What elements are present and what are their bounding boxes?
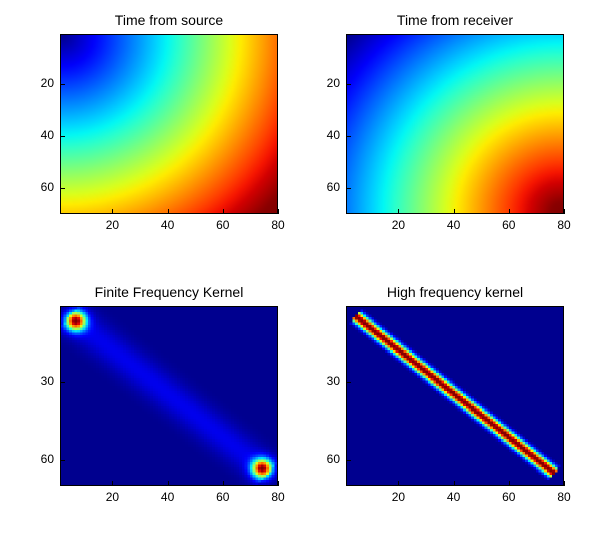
ytick-label: 30: [312, 374, 340, 388]
xtick-label: 60: [502, 490, 515, 504]
xtick-mark: [564, 481, 565, 486]
xtick-mark: [398, 481, 399, 486]
ytick-mark: [346, 460, 351, 461]
xtick-mark: [509, 481, 510, 486]
figure: Time from source20406020406080Time from …: [0, 0, 602, 546]
ytick-mark: [346, 382, 351, 383]
xtick-label: 40: [447, 490, 460, 504]
axes: [346, 306, 564, 486]
xtick-mark: [454, 481, 455, 486]
panel-high_freq_kernel: High frequency kernel 30 60 20 40 60 80: [0, 0, 602, 546]
chart-title: High frequency kernel: [346, 284, 564, 300]
xtick-label: 20: [392, 490, 405, 504]
heatmap-canvas: [347, 307, 563, 485]
xtick-label: 80: [557, 490, 570, 504]
ytick-label: 60: [312, 452, 340, 466]
